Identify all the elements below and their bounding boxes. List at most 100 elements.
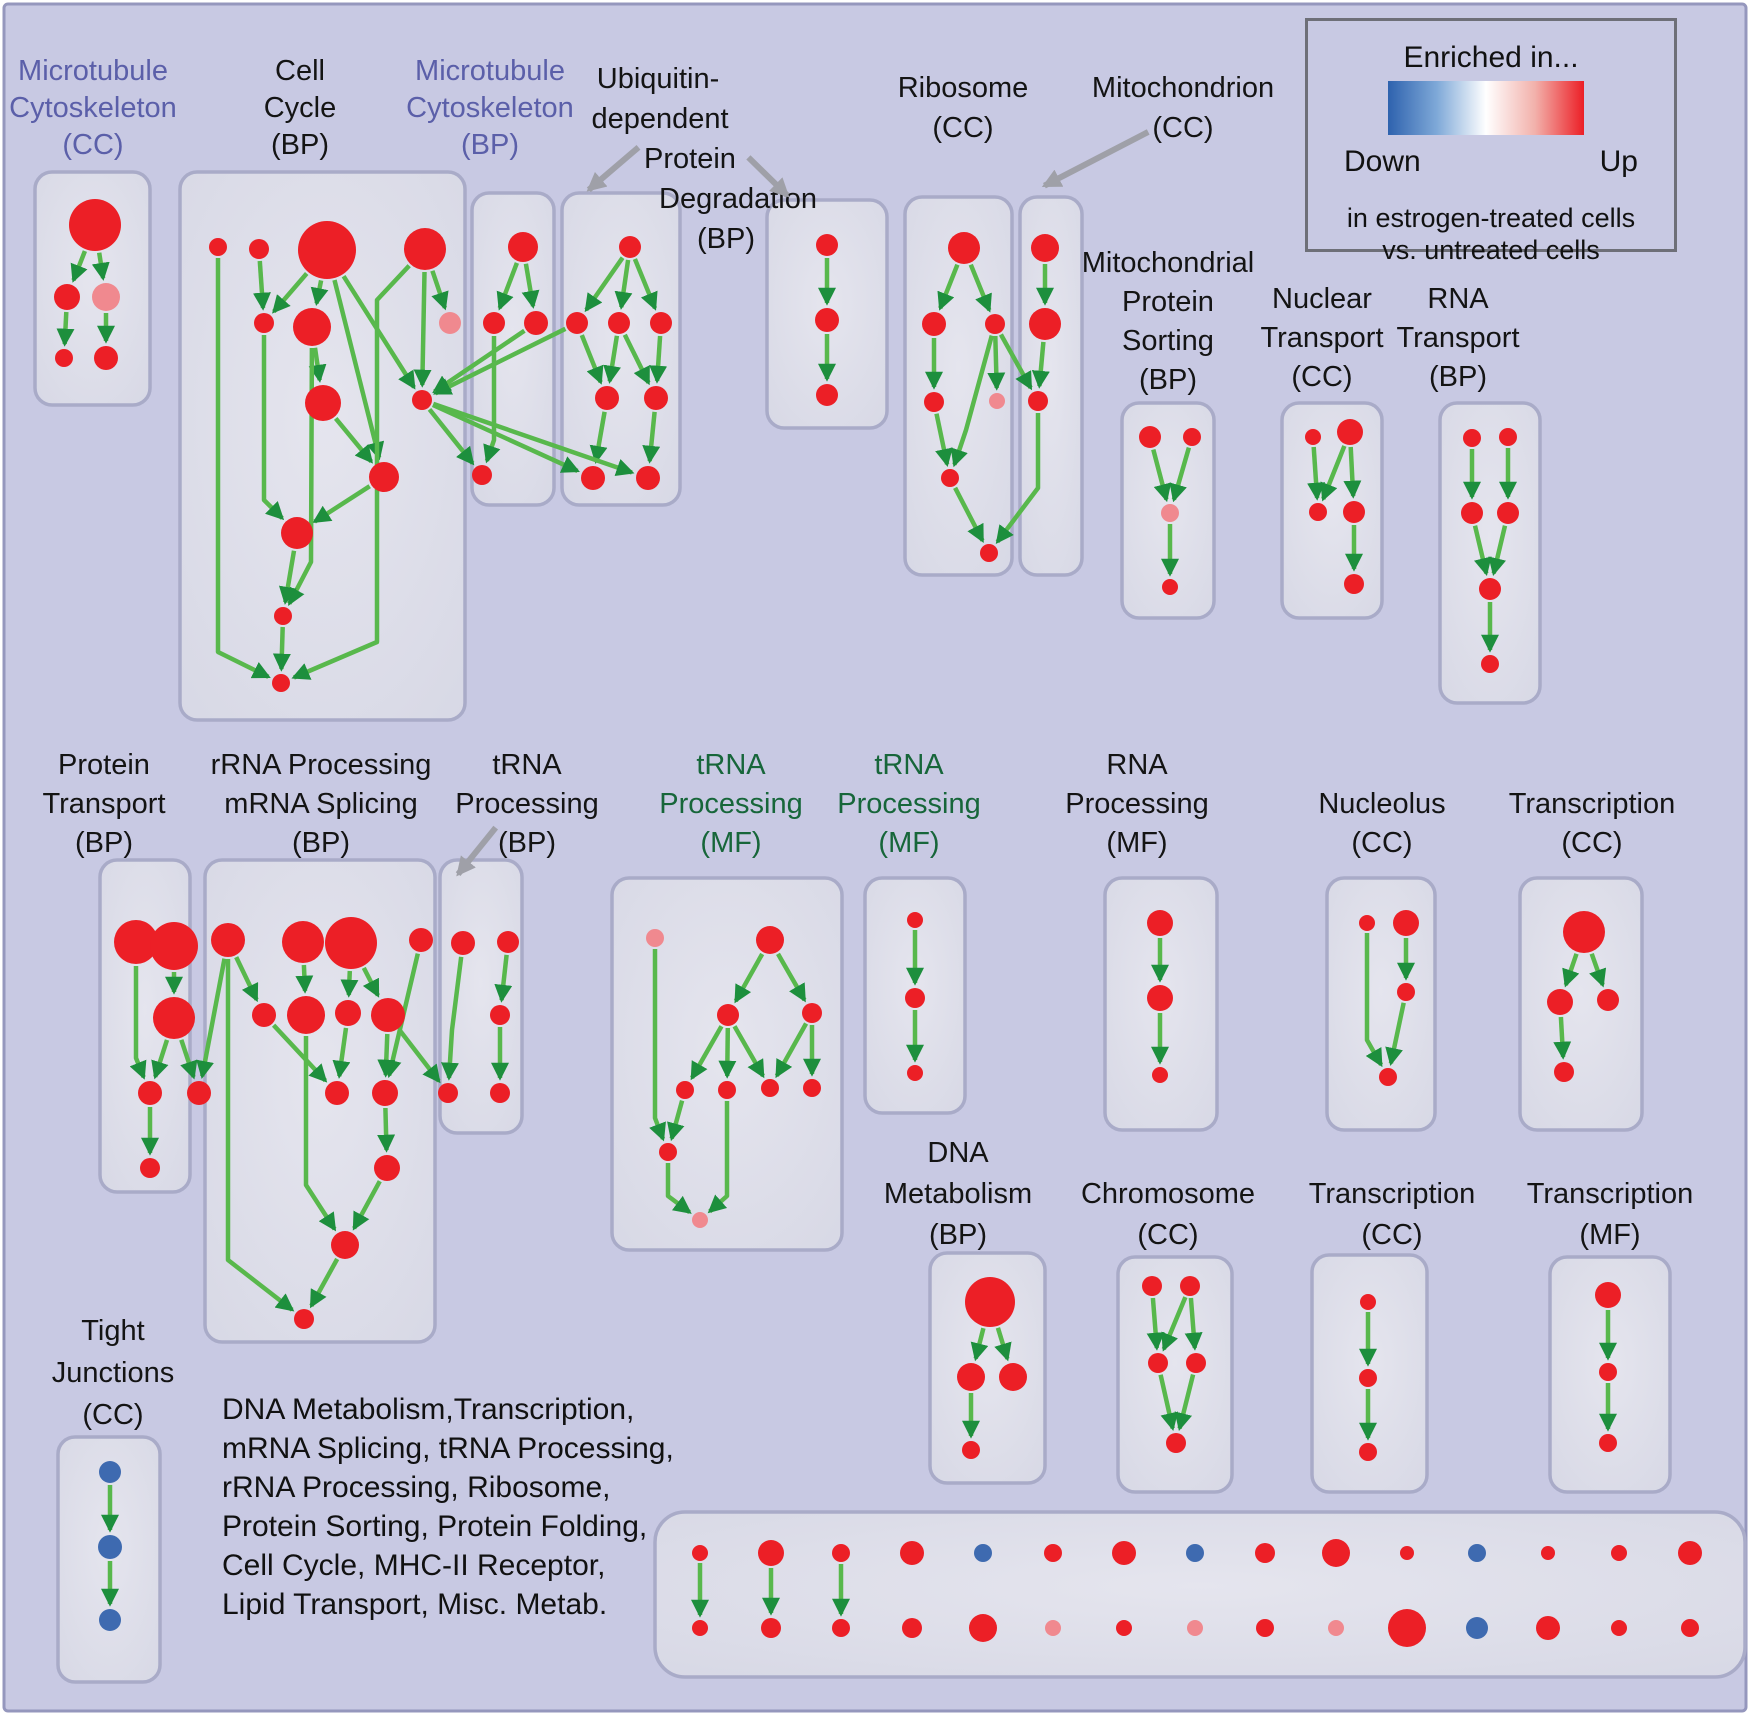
rna-transport-box — [1438, 401, 1542, 705]
mixed-processes-node-b9-red — [1256, 1619, 1274, 1637]
trna-bp-node-t2-red — [497, 931, 519, 953]
chromosome-node-ml-red — [1148, 1353, 1168, 1373]
mixed-processes-node-t8-blue — [1186, 1544, 1204, 1562]
transcription-mf-node-c-red — [1599, 1434, 1617, 1452]
nucleolus-node-b-red — [1393, 910, 1419, 936]
edge — [953, 486, 985, 543]
edge — [934, 413, 953, 467]
edge — [413, 271, 432, 388]
mixed-processes-node-t12-blue — [1468, 1544, 1486, 1562]
edge — [431, 402, 580, 473]
edge — [995, 413, 1041, 544]
edge — [950, 335, 994, 468]
trna-mf-1-node-j-red — [659, 1143, 677, 1161]
mitochondrion-node-n3-red — [1028, 391, 1048, 411]
mixed-processes-node-b2-red — [761, 1618, 781, 1638]
dna-metabolism-label: (BP) — [929, 1219, 987, 1251]
microtubule-cc-node-e-red — [94, 346, 118, 370]
trna-mf-1-label: tRNA — [696, 749, 766, 781]
nuclear-transport-label: (CC) — [1291, 361, 1352, 393]
edge — [1488, 525, 1508, 577]
edge — [196, 958, 227, 1079]
misc-text-line: Protein Sorting, Protein Folding, — [222, 1510, 648, 1543]
ribosome-node-t-red — [948, 232, 980, 264]
ribosome-node-pk-pink — [989, 393, 1005, 409]
protein-transport-node-c-red — [153, 997, 195, 1039]
mixed-processes-node-b5-red — [969, 1614, 997, 1642]
trna-mf-1-node-pk-pink — [646, 929, 664, 947]
microtubule-cc-label: Microtubule — [18, 55, 168, 87]
transcription-cc-2-node-a-red — [1360, 1294, 1376, 1310]
cell-cycle-label: (BP) — [271, 129, 329, 161]
rna-mf-node-c-red — [1152, 1067, 1168, 1083]
edge — [690, 1025, 724, 1081]
edge — [665, 1163, 692, 1214]
ubiquitin-1-node-mr-red — [650, 312, 672, 334]
edge — [521, 263, 540, 309]
mito-sorting-label: Mitochondrial — [1082, 247, 1254, 279]
edge — [1343, 446, 1362, 499]
ubiquitin-1-node-lr-red — [644, 386, 668, 410]
misc-text-line: Cell Cycle, MHC-II Receptor, — [222, 1549, 606, 1582]
rna-transport-node-c-red — [1461, 502, 1483, 524]
edge — [310, 279, 329, 307]
mixed-processes-node-b10-pink — [1328, 1620, 1344, 1636]
rna-mf-node-a-red — [1147, 910, 1173, 936]
microtubule-bp-label: Cytoskeleton — [406, 92, 574, 124]
edge — [1589, 952, 1607, 988]
mitochondrion-label: Mitochondrion — [1092, 72, 1274, 104]
transcription-mf-label: Transcription — [1527, 1178, 1694, 1210]
legend-up-label: Up — [1599, 145, 1638, 178]
mixed-processes-node-b12-blue — [1466, 1617, 1488, 1639]
chromosome-node-b-red — [1166, 1433, 1186, 1453]
edge — [272, 626, 291, 672]
microtubule-bp-node-bot-red — [472, 465, 492, 485]
nucleolus-label: (CC) — [1351, 827, 1412, 859]
trna-mf-1-label: (MF) — [700, 827, 761, 859]
mixed-processes-box — [653, 1510, 1747, 1679]
edge — [968, 263, 992, 313]
misc-category-list: DNA Metabolism,Transcription, mRNA Splic… — [222, 1390, 674, 1624]
legend-box: Enriched in... Down Up in estrogen-treat… — [1305, 18, 1677, 265]
edge — [614, 259, 633, 310]
mito-sorting-label: Protein — [1122, 286, 1214, 318]
edge — [718, 1027, 737, 1079]
misc-text-line: Lipid Transport, Misc. Metab. — [222, 1588, 608, 1621]
dna-metabolism-label: Metabolism — [884, 1178, 1032, 1210]
edge — [455, 825, 499, 877]
nuclear-transport-node-ml-red — [1309, 503, 1327, 521]
edge — [332, 279, 385, 461]
mixed-processes-node-t4-red — [900, 1541, 924, 1565]
nuclear-transport-node-a-red — [1305, 429, 1321, 445]
edge — [1151, 449, 1172, 503]
ubiquitin-1-label: Protein — [644, 143, 736, 175]
mixed-processes-node-t2-red — [758, 1540, 784, 1566]
edge — [589, 411, 608, 464]
microtubule-bp-node-t-red — [508, 232, 538, 262]
edge — [129, 966, 147, 1080]
microtubule-bp-node-mr-red — [524, 311, 548, 335]
microtubule-bp-label: Microtubule — [415, 55, 565, 87]
edge — [746, 155, 790, 198]
cell-cycle-node-k-red — [281, 517, 313, 549]
rna-mf-label: Processing — [1065, 788, 1208, 820]
edge — [70, 250, 88, 283]
legend-endpoint-labels: Down Up — [1344, 145, 1638, 179]
edge — [970, 1327, 989, 1362]
cell-cycle-node-a-red — [209, 238, 227, 256]
rrna-node-m2-red — [287, 996, 325, 1034]
edge — [994, 1327, 1012, 1362]
edge — [1184, 1297, 1203, 1351]
misc-text-line: rRNA Processing, Ribosome, — [222, 1471, 611, 1504]
edge — [377, 1107, 396, 1153]
microtubule-cc-node-d-red — [55, 349, 73, 367]
rrna-label: mRNA Splicing — [224, 788, 417, 820]
ribosome-node-ml-red — [922, 312, 946, 336]
protein-transport-label: (BP) — [75, 827, 133, 859]
ubiquitin-1-node-br-red — [636, 466, 660, 490]
trna-mf-2-node-c-red — [907, 1065, 923, 1081]
mixed-processes-node-t15-red — [1678, 1541, 1702, 1565]
mito-sorting-label: Sorting — [1122, 325, 1214, 357]
chromosome-node-tl-red — [1142, 1276, 1162, 1296]
